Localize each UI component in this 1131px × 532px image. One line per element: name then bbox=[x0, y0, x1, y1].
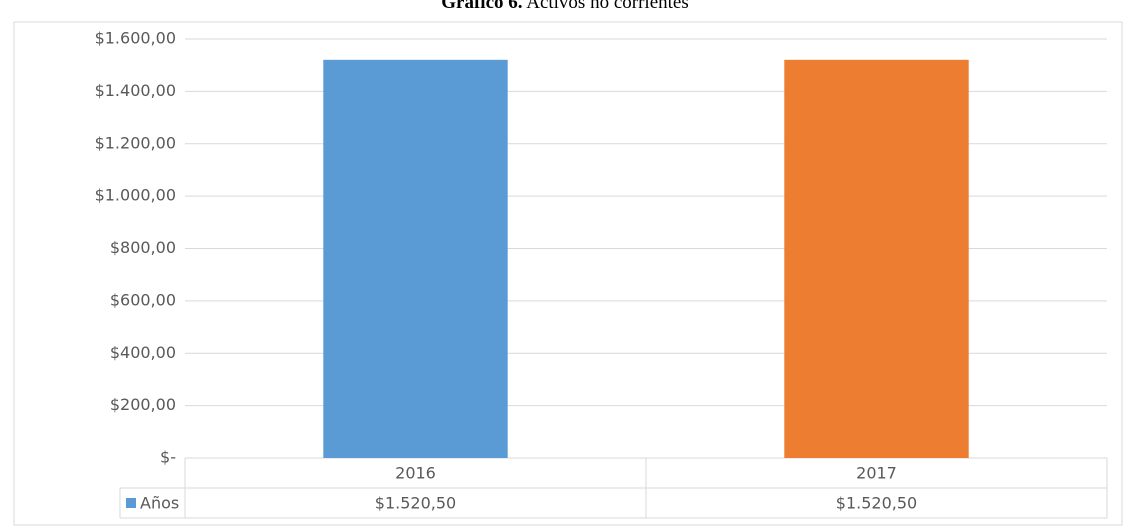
title-text: Activos no corrientes bbox=[526, 0, 689, 13]
x-tick-label: 2016 bbox=[395, 464, 436, 483]
y-tick-label: $400,00 bbox=[110, 343, 176, 362]
bar bbox=[784, 59, 969, 458]
legend-label: Años bbox=[140, 494, 179, 513]
y-tick-label: $- bbox=[160, 448, 176, 467]
x-tick-label: 2017 bbox=[856, 464, 897, 483]
bar bbox=[323, 59, 508, 458]
y-tick-label: $1.000,00 bbox=[95, 186, 176, 205]
y-tick-label: $600,00 bbox=[110, 290, 176, 309]
data-label: $1.520,50 bbox=[375, 494, 456, 513]
y-tick-label: $1.200,00 bbox=[95, 133, 176, 152]
y-tick-label: $800,00 bbox=[110, 238, 176, 257]
chart-title: Gráfico 6. Activos no corrientes bbox=[441, 0, 688, 13]
data-label: $1.520,50 bbox=[836, 494, 917, 513]
y-tick-label: $200,00 bbox=[110, 395, 176, 414]
y-tick-label: $1.400,00 bbox=[95, 81, 176, 100]
y-tick-label: $1.600,00 bbox=[95, 29, 176, 48]
legend-key bbox=[126, 498, 136, 508]
title-label: Gráfico 6. bbox=[441, 0, 522, 13]
